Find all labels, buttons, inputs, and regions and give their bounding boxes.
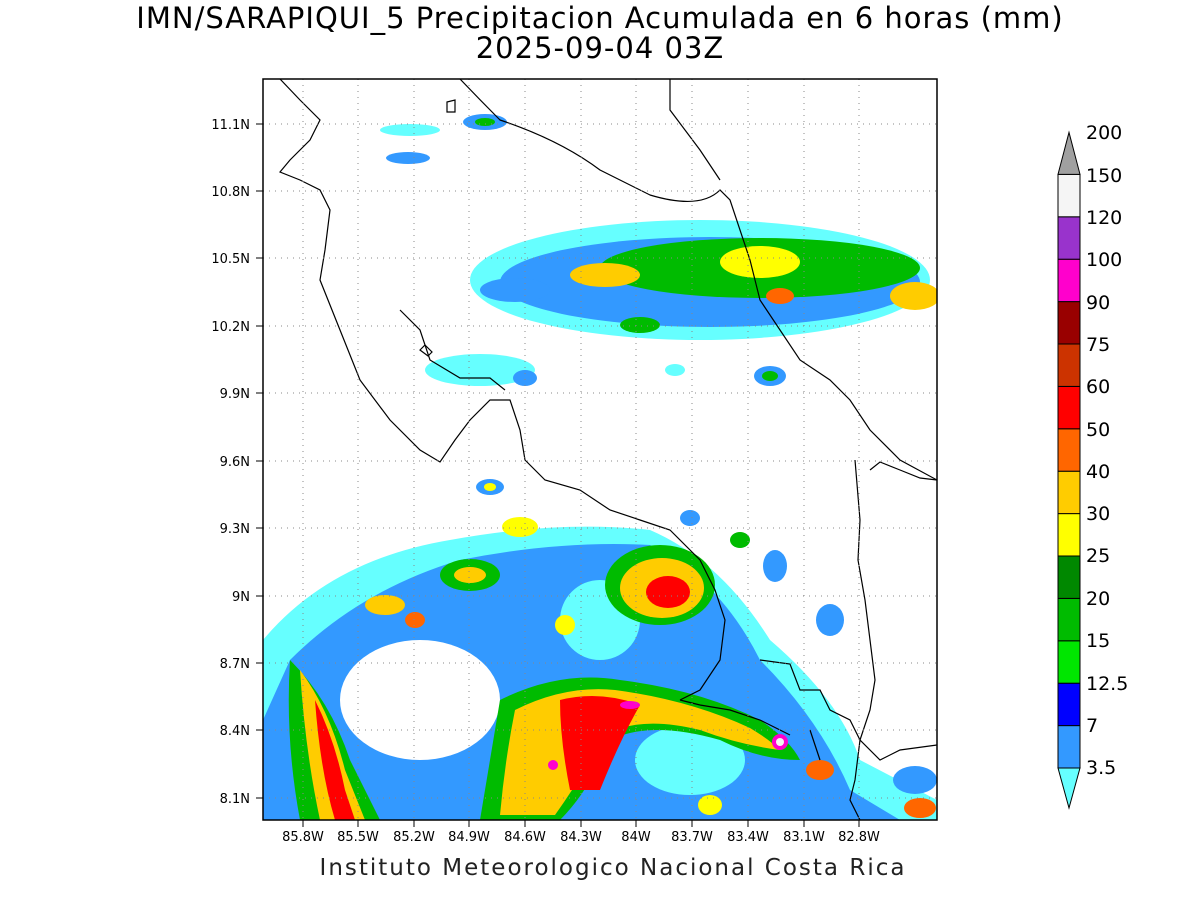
- colorbar-swatch: [1057, 343, 1081, 387]
- lon-ticks: [302, 820, 860, 827]
- lon-label: 84W: [621, 830, 651, 845]
- legend-label: 100: [1086, 249, 1123, 271]
- lat-label: 9.9N: [220, 387, 250, 402]
- lon-label: 84.3W: [560, 830, 602, 845]
- lat-label: 10.5N: [211, 252, 250, 267]
- lat-label: 8.4N: [220, 724, 250, 739]
- colorbar-swatch: [1057, 513, 1081, 557]
- lon-label: 85.8W: [282, 830, 324, 845]
- colorbar-swatch: [1057, 682, 1081, 727]
- colorbar-swatch: [1057, 470, 1081, 515]
- colorbar-swatch: [1057, 385, 1081, 430]
- lon-label: 84.6W: [504, 830, 546, 845]
- lat-label: 8.1N: [220, 792, 250, 807]
- rain-band-south: [263, 479, 937, 820]
- legend-label: 40: [1086, 461, 1111, 483]
- legend-label: 20: [1086, 588, 1111, 610]
- lon-label: 82.8W: [838, 830, 880, 845]
- lat-label: 9.3N: [220, 522, 250, 537]
- colorbar-swatch: [1057, 301, 1081, 345]
- colorbar-arrow-high: [1057, 130, 1081, 175]
- lat-labels: 11.1N 10.8N 10.5N 10.2N 9.9N 9.6N 9.3N 9…: [211, 118, 250, 807]
- legend-label: 150: [1086, 165, 1123, 187]
- map-date: 2025-09-04 03Z: [475, 31, 725, 65]
- colorbar: [1057, 130, 1081, 810]
- lon-label: 83.4W: [727, 830, 769, 845]
- colorbar-swatch: [1057, 555, 1081, 599]
- map-title: IMN/SARAPIQUI_5 Precipitacion Acumulada …: [136, 1, 1064, 35]
- colorbar-arrow-low: [1057, 767, 1081, 810]
- lat-label: 9N: [232, 590, 250, 605]
- rain-cells-small: [380, 114, 786, 386]
- legend-label: 7: [1086, 715, 1099, 737]
- legend-label: 60: [1086, 376, 1111, 398]
- legend-label: 75: [1086, 334, 1111, 356]
- colorbar-swatch: [1057, 640, 1081, 684]
- lon-label: 85.2W: [393, 830, 435, 845]
- lat-label: 8.7N: [220, 657, 250, 672]
- rain-band-north: [470, 220, 937, 340]
- footer-credit: Instituto Meteorologico Nacional Costa R…: [319, 855, 907, 881]
- precipitation-field: [263, 114, 937, 820]
- lat-ticks: [256, 123, 263, 799]
- lon-label: 85.5W: [337, 830, 379, 845]
- colorbar-swatch: [1057, 173, 1081, 218]
- legend-label: 25: [1086, 545, 1111, 567]
- legend-label: 12.5: [1086, 673, 1129, 695]
- lat-label: 9.6N: [220, 455, 250, 470]
- colorbar-swatch: [1057, 725, 1081, 769]
- lon-label: 83.7W: [671, 830, 713, 845]
- legend-label: 120: [1086, 207, 1123, 229]
- colorbar-swatch: [1057, 216, 1081, 260]
- lon-labels: 85.8W 85.5W 85.2W 84.9W 84.6W 84.3W 84W …: [282, 830, 880, 845]
- colorbar-swatch: [1057, 428, 1081, 472]
- colorbar-swatch: [1057, 597, 1081, 642]
- coastlines: [279, 79, 937, 820]
- colorbar-swatch: [1057, 258, 1081, 303]
- lon-label: 83.1W: [783, 830, 825, 845]
- legend-label: 90: [1086, 292, 1111, 314]
- lat-lon-grid: [263, 79, 937, 820]
- legend-label: 200: [1086, 122, 1123, 144]
- legend-label: 3.5: [1086, 757, 1117, 779]
- legend-label: 30: [1086, 503, 1111, 525]
- legend-label: 50: [1086, 419, 1111, 441]
- map-frame: [262, 78, 938, 821]
- lat-label: 10.2N: [211, 320, 250, 335]
- lat-label: 11.1N: [211, 118, 250, 133]
- lon-label: 84.9W: [448, 830, 490, 845]
- legend-label: 15: [1086, 630, 1111, 652]
- lat-label: 10.8N: [211, 185, 250, 200]
